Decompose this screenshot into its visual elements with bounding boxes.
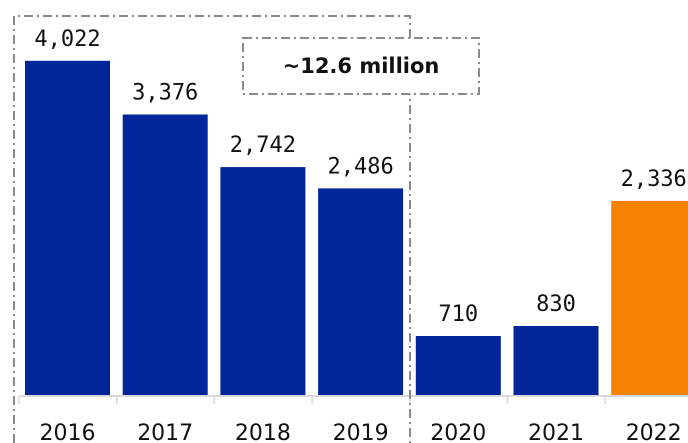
x-tick-labels-group: 2016 2017 2018 2019 2020 2021 2022 <box>40 421 682 443</box>
value-label-2016: 4,022 <box>34 27 100 52</box>
bar-2020 <box>415 336 501 395</box>
value-label-2017: 3,376 <box>132 81 198 106</box>
callout-text: ~12.6 million <box>283 54 440 78</box>
callout-box-frame <box>242 37 480 95</box>
value-label-2019: 2,486 <box>327 154 393 179</box>
x-tick-2016: 2016 <box>40 421 96 443</box>
bar-2018 <box>220 167 306 395</box>
bar-2019 <box>318 188 404 395</box>
x-tick-2021: 2021 <box>528 421 584 443</box>
bar-2021 <box>513 326 599 395</box>
x-tick-2018: 2018 <box>235 421 291 443</box>
bar-2022 <box>611 200 688 395</box>
value-label-2018: 2,742 <box>230 133 296 158</box>
bar-2016 <box>25 60 110 396</box>
value-label-2021: 830 <box>536 292 576 317</box>
x-tick-2020: 2020 <box>430 421 486 443</box>
value-label-2020: 710 <box>438 302 478 327</box>
callout-box: ~12.6 million <box>242 37 480 95</box>
value-labels-group: 4,022 3,376 2,742 2,486 710 830 2,336 <box>34 27 686 327</box>
x-tick-2022: 2022 <box>626 421 682 443</box>
x-axis <box>18 395 688 404</box>
x-tick-2017: 2017 <box>137 421 193 443</box>
bar-2017 <box>122 114 208 395</box>
group-bracket <box>13 15 411 443</box>
bars-group <box>25 60 688 396</box>
value-label-2022: 2,336 <box>621 167 687 192</box>
x-tick-2019: 2019 <box>333 421 389 443</box>
